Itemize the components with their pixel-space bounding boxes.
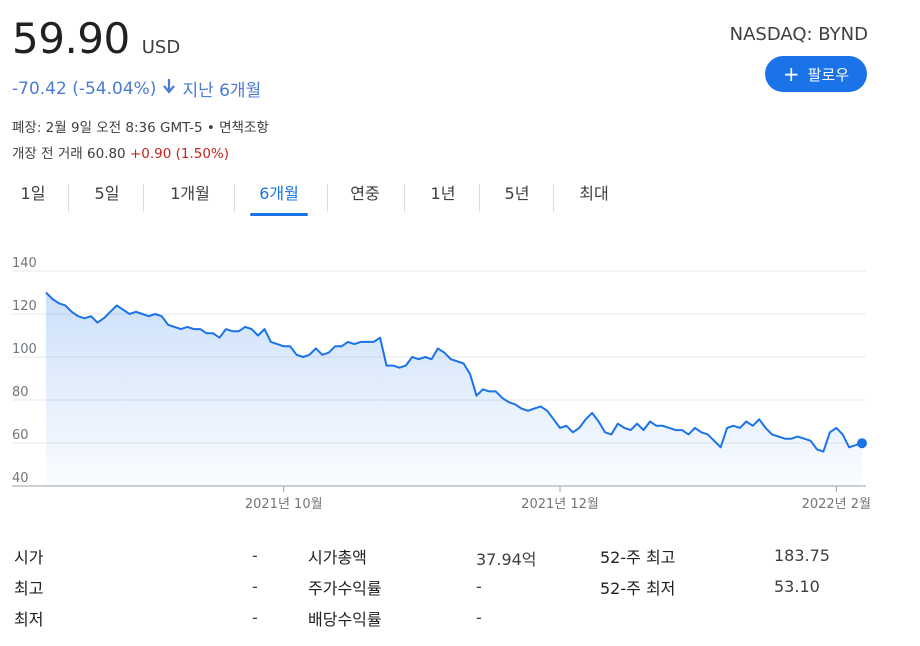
tab-5y[interactable]: 5년 <box>504 184 530 203</box>
change-value: -70.42 (-54.04%) <box>12 78 157 99</box>
current-price: 59.90 <box>12 14 130 63</box>
stat-low-value: - <box>252 608 258 627</box>
follow-button-label: 팔로우 <box>807 65 850 84</box>
exchange-ticker: NASDAQ: BYND <box>729 24 868 45</box>
x-axis: 2021년 10월 2021년 12월 2022년 2월 <box>245 486 871 512</box>
x-tick-label: 2021년 12월 <box>521 497 599 512</box>
price-row: 59.90 USD <box>12 14 180 63</box>
stat-open-label: 시가 <box>14 548 44 567</box>
stat-open-value: - <box>252 546 258 565</box>
price-area <box>46 292 862 486</box>
tab-divider <box>404 184 405 212</box>
tab-1m[interactable]: 1개월 <box>170 184 210 203</box>
premarket-change: +0.90 (1.50%) <box>129 146 230 162</box>
y-tick-label: 100 <box>12 342 37 357</box>
follow-button[interactable]: + 팔로우 <box>765 56 867 92</box>
premarket-info: 개장 전 거래 60.80 +0.90 (1.50%) <box>12 142 229 162</box>
stat-52w-low-label: 52-주 최저 <box>600 579 676 598</box>
price-line <box>45 291 863 453</box>
stat-52w-high-value: 183.75 <box>774 546 830 565</box>
stat-mktcap-label: 시가총액 <box>308 548 367 567</box>
y-tick-label: 120 <box>12 299 37 314</box>
tab-5d[interactable]: 5일 <box>94 184 120 203</box>
stat-pe-value: - <box>476 577 482 596</box>
plus-icon: + <box>782 62 800 86</box>
y-tick-label: 140 <box>12 256 37 271</box>
change-period: 지난 6개월 <box>182 81 262 101</box>
tab-max[interactable]: 최대 <box>579 184 609 203</box>
tab-divider <box>143 184 144 212</box>
y-axis: 40 60 80 100 120 140 <box>12 256 37 486</box>
tab-divider <box>68 184 69 212</box>
stat-52w-high-label: 52-주 최고 <box>600 548 676 567</box>
stat-mktcap-value: 37.94억 <box>476 550 537 569</box>
x-tick-label: 2022년 2월 <box>802 497 871 512</box>
arrow-down-icon <box>162 78 176 99</box>
x-tick-label: 2021년 10월 <box>245 497 323 512</box>
tab-divider <box>327 184 328 212</box>
stat-pe-label: 주가수익률 <box>308 579 382 598</box>
price-change: -70.42 (-54.04%) 지난 6개월 <box>12 76 262 102</box>
close-info: 폐장: 2월 9일 오전 8:36 GMT-5 • 면책조항 <box>12 120 269 136</box>
y-tick-label: 40 <box>12 471 29 486</box>
stat-div-value: - <box>476 608 482 627</box>
tab-ytd[interactable]: 연중 <box>350 184 380 203</box>
tab-1d[interactable]: 1일 <box>20 184 46 203</box>
tab-divider <box>479 184 480 212</box>
range-tabs: 1일 5일 1개월 6개월 연중 1년 5년 최대 <box>0 180 640 216</box>
currency-label: USD <box>141 37 181 58</box>
current-price-dot <box>857 438 867 449</box>
stat-52w-low-value: 53.10 <box>774 577 820 596</box>
stat-div-label: 배당수익률 <box>308 610 382 629</box>
tab-divider <box>553 184 554 212</box>
premarket-label: 개장 전 거래 60.80 <box>12 146 126 162</box>
tab-1y[interactable]: 1년 <box>430 184 456 203</box>
stat-low-label: 최저 <box>14 610 44 629</box>
y-tick-label: 80 <box>12 385 29 400</box>
stat-high-value: - <box>252 577 258 596</box>
price-chart[interactable]: 40 60 80 100 120 140 2021년 10월 2021년 12월 2022년 … <box>0 250 920 530</box>
tab-divider <box>234 184 235 212</box>
stat-high-label: 최고 <box>14 579 44 598</box>
tab-6m[interactable]: 6개월 <box>250 180 308 216</box>
y-tick-label: 60 <box>12 428 29 443</box>
